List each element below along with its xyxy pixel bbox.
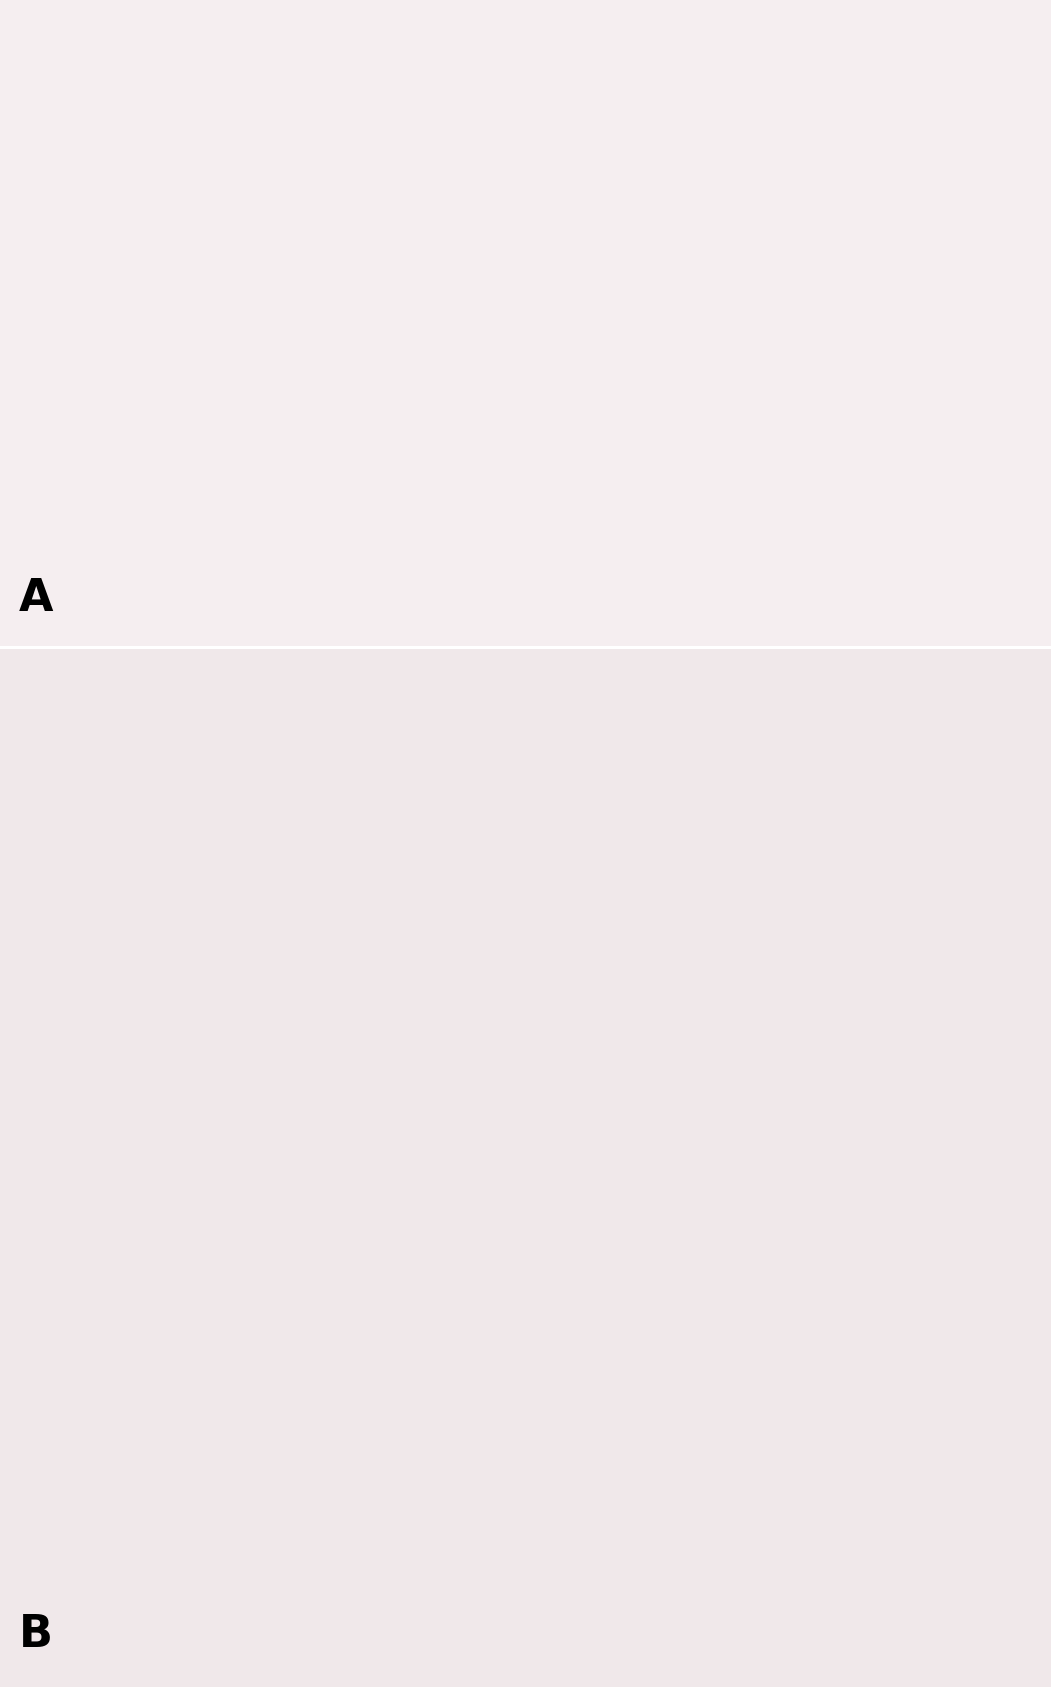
Text: A: A xyxy=(19,577,54,621)
Text: B: B xyxy=(19,1613,53,1657)
